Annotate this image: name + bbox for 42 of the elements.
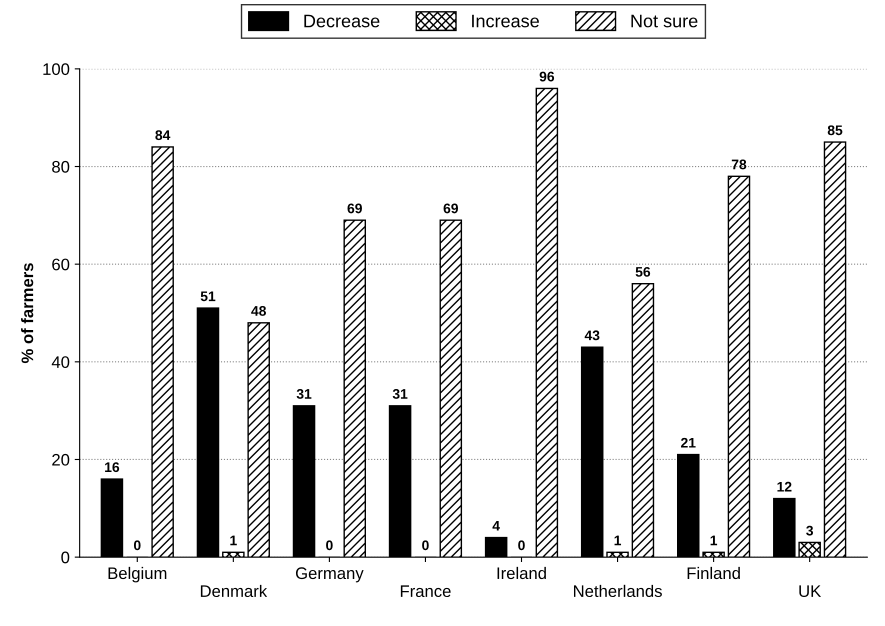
data-label: 3 (806, 526, 814, 536)
data-label: 51 (200, 292, 216, 302)
x-tick-label: Ireland (498, 566, 546, 580)
x-tick-label: Finland (688, 566, 740, 580)
legend-label: Decrease (304, 14, 380, 28)
data-label: 21 (681, 438, 696, 448)
y-tick-label: 20 (52, 454, 70, 466)
x-tick-label: UK (799, 585, 822, 598)
data-label: 4 (492, 521, 500, 531)
data-label: 0 (134, 540, 141, 550)
data-label: 69 (444, 203, 458, 214)
data-label: 85 (828, 125, 842, 136)
data-label: 0 (326, 540, 333, 550)
data-label: 16 (105, 462, 120, 472)
data-label: 56 (636, 266, 650, 277)
x-tick-label: Denmark (200, 584, 268, 598)
x-tick-label: Netherlands (574, 584, 662, 598)
data-label: 1 (614, 536, 622, 546)
data-label: 0 (518, 540, 525, 550)
data-label: 31 (296, 389, 312, 399)
y-tick-label: 40 (52, 356, 70, 368)
y-tick-label: 0 (61, 552, 70, 564)
legend-label: Not sure (631, 14, 698, 28)
y-tick-label: 60 (52, 258, 70, 270)
data-label: 96 (540, 72, 554, 82)
data-label: 12 (777, 482, 792, 492)
data-label: 0 (422, 540, 429, 550)
legend-label: Increase (472, 14, 539, 28)
x-tick-label: Germany (296, 567, 364, 582)
data-label: 31 (392, 389, 408, 399)
data-label: 1 (710, 536, 718, 546)
data-label: 1 (230, 536, 237, 546)
x-tick-label: Belgium (108, 566, 166, 582)
data-label: 48 (251, 306, 266, 316)
data-label: 69 (348, 203, 362, 214)
data-label: 43 (584, 330, 600, 340)
y-tick-label: 100 (43, 63, 70, 76)
y-tick-label: 80 (52, 160, 70, 173)
data-label: 84 (155, 130, 170, 140)
x-tick-label: France (400, 585, 451, 598)
y-axis-title: % of farmers (21, 263, 34, 364)
data-label: 78 (732, 160, 746, 170)
